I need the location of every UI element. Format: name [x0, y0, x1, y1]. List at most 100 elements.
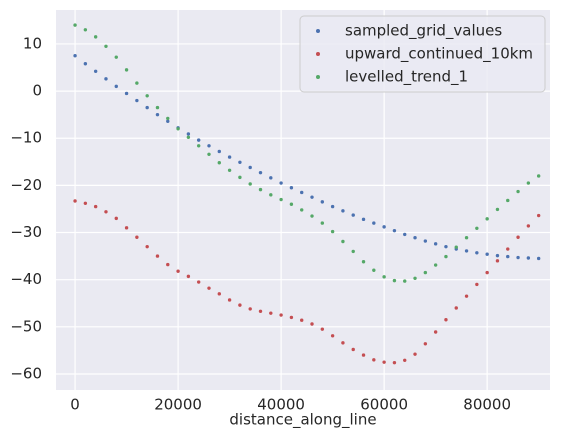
point: [135, 81, 139, 85]
point: [341, 341, 345, 345]
point: [155, 105, 160, 110]
point: [526, 256, 531, 260]
legend-label: upward_continued_10km: [345, 45, 533, 64]
point: [145, 105, 149, 110]
x-axis-label: distance_along_line: [229, 411, 376, 430]
point: [300, 190, 304, 195]
point: [207, 144, 211, 148]
point: [196, 144, 201, 148]
point: [176, 269, 180, 273]
point: [495, 253, 500, 258]
point: [186, 132, 191, 136]
point: [516, 235, 520, 239]
point: [433, 242, 438, 246]
point: [300, 318, 304, 322]
point: [310, 195, 314, 199]
point: [300, 208, 304, 212]
point: [93, 69, 98, 73]
point: [227, 155, 232, 159]
point: [207, 152, 211, 156]
point: [114, 55, 118, 59]
point: [526, 224, 531, 228]
point: [454, 245, 458, 249]
point: [279, 197, 283, 202]
point: [124, 91, 129, 96]
point: [536, 213, 541, 218]
point: [485, 252, 489, 256]
point: [506, 247, 510, 251]
point: [495, 207, 500, 212]
point: [186, 274, 191, 279]
point: [135, 98, 139, 103]
point: [423, 270, 428, 275]
legend-box: [299, 15, 546, 93]
x-tick-label: 20000: [154, 396, 202, 414]
point: [166, 116, 170, 121]
legend-marker: [316, 75, 320, 79]
point: [413, 276, 417, 280]
point: [124, 68, 129, 72]
x-tick-label: 60000: [360, 396, 408, 414]
y-tick-label: 0: [32, 82, 42, 100]
point: [536, 256, 541, 261]
x-tick-label: 40000: [257, 396, 305, 414]
point: [83, 28, 88, 32]
point: [124, 226, 129, 230]
point: [217, 161, 221, 165]
point: [351, 213, 355, 217]
point: [464, 294, 469, 298]
point: [227, 168, 232, 172]
point: [464, 249, 469, 253]
point: [217, 292, 221, 296]
point: [361, 260, 366, 264]
point: [114, 216, 118, 221]
point: [475, 282, 479, 287]
point: [93, 204, 98, 209]
point: [423, 342, 428, 346]
point: [248, 165, 252, 170]
point: [454, 306, 458, 310]
point: [238, 160, 242, 164]
point: [382, 225, 386, 229]
y-tick-label: −20: [10, 176, 42, 194]
point: [330, 204, 335, 209]
point: [330, 229, 335, 234]
point: [320, 327, 325, 331]
point: [361, 217, 366, 222]
legend-marker: [316, 52, 320, 56]
point: [536, 174, 541, 178]
point: [248, 182, 252, 186]
point: [495, 259, 500, 263]
point: [289, 202, 294, 206]
point: [238, 303, 242, 307]
y-tick-label: −10: [10, 129, 42, 147]
point: [258, 187, 263, 192]
point: [166, 262, 170, 267]
point: [320, 221, 325, 225]
y-tick-label: −60: [10, 364, 42, 382]
point: [372, 358, 376, 362]
point: [135, 235, 139, 239]
point: [258, 309, 263, 313]
point: [485, 270, 489, 275]
y-tick-label: −50: [10, 317, 42, 335]
point: [392, 228, 397, 233]
point: [351, 347, 355, 352]
point: [310, 322, 314, 326]
point: [413, 236, 417, 240]
point: [341, 209, 345, 213]
point: [217, 149, 221, 154]
x-tick-label: 80000: [463, 396, 511, 414]
point: [289, 186, 294, 190]
x-tick-label: 0: [70, 396, 80, 414]
point: [83, 62, 88, 66]
point: [382, 360, 386, 364]
point: [269, 193, 273, 197]
point: [155, 112, 160, 117]
point: [207, 286, 211, 290]
y-tick-label: 10: [23, 34, 42, 52]
point: [258, 170, 263, 175]
point: [320, 200, 325, 204]
point: [93, 35, 98, 39]
